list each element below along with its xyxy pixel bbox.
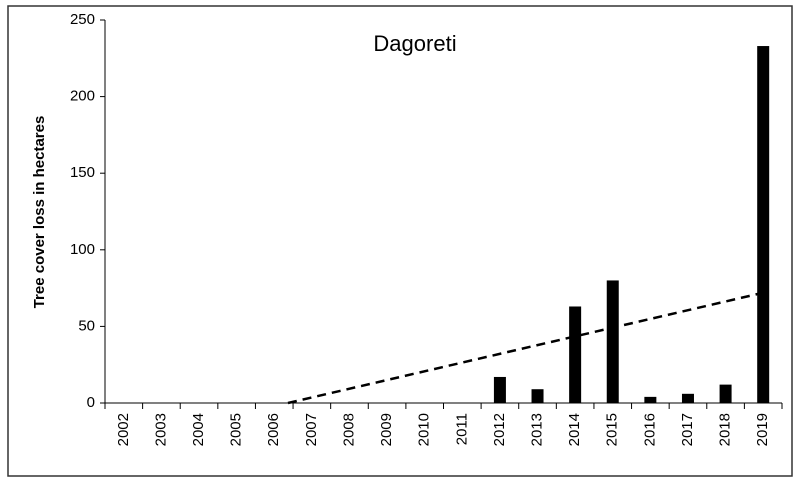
y-tick-label: 0 <box>87 394 95 411</box>
x-tick-label: 2004 <box>190 413 207 446</box>
x-tick-label: 2011 <box>453 413 470 445</box>
bar <box>719 384 732 403</box>
bar <box>493 376 506 403</box>
x-tick-label: 2019 <box>754 413 771 446</box>
x-tick-label: 2003 <box>152 413 169 446</box>
x-tick-label: 2017 <box>679 413 696 446</box>
x-tick-label: 2018 <box>717 413 734 446</box>
y-axis-label: Tree cover loss in hectares <box>31 116 48 309</box>
x-tick-label: 2008 <box>340 413 357 446</box>
y-tick-label: 200 <box>70 88 95 105</box>
x-tick-label: 2013 <box>528 413 545 446</box>
x-tick-label: 2002 <box>115 413 132 446</box>
x-tick-label: 2015 <box>604 413 621 446</box>
x-tick-label: 2006 <box>265 413 282 446</box>
x-tick-label: 2016 <box>641 413 658 446</box>
x-tick-label: 2007 <box>303 413 320 446</box>
y-tick-label: 100 <box>70 241 95 258</box>
trend-line <box>287 291 764 405</box>
bar <box>606 280 619 403</box>
bar <box>644 396 657 403</box>
x-tick-label: 2010 <box>416 413 433 446</box>
frame <box>7 5 793 477</box>
x-tick-label: 2009 <box>378 413 395 446</box>
x-tick-label: 2012 <box>491 413 508 446</box>
bar <box>531 389 544 403</box>
bar <box>681 393 694 403</box>
bar <box>569 306 582 403</box>
x-tick-label: 2014 <box>566 413 583 446</box>
y-tick-label: 150 <box>70 164 95 181</box>
y-tick-label: 250 <box>70 11 95 28</box>
x-tick-label: 2005 <box>228 413 245 446</box>
bar <box>757 46 770 403</box>
chart-title: Dagoreti <box>373 31 456 56</box>
y-tick-label: 50 <box>78 317 95 334</box>
